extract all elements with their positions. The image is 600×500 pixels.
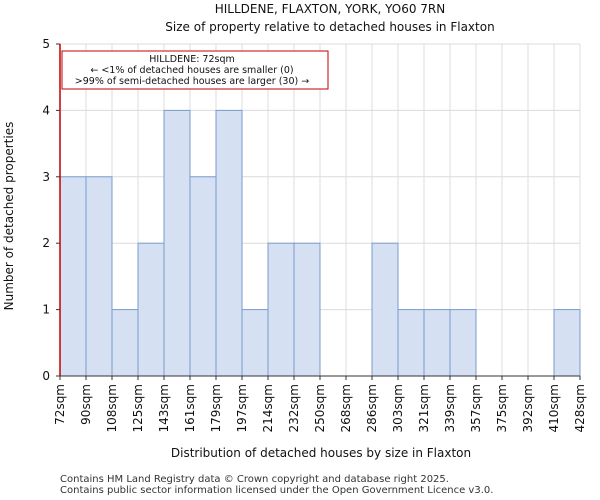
annotation-line-1: HILLDENE: 72sqm bbox=[149, 54, 235, 65]
y-tick-label: 5 bbox=[42, 37, 50, 51]
y-tick-label: 2 bbox=[42, 236, 50, 250]
y-tick-label: 4 bbox=[42, 103, 50, 117]
x-tick-label: 108sqm bbox=[105, 384, 119, 432]
bar-410sqm bbox=[553, 309, 581, 377]
x-tick-label: 286sqm bbox=[365, 384, 379, 432]
footer-line-1: Contains HM Land Registry data © Crown c… bbox=[60, 474, 449, 485]
bar-161sqm bbox=[189, 176, 217, 377]
x-tick-label: 197sqm bbox=[235, 384, 249, 432]
histogram-chart: HILLDENE, FLAXTON, YORK, YO60 7RN Size o… bbox=[2, 2, 587, 460]
annotation-box: HILLDENE: 72sqm← <1% of detached houses … bbox=[61, 50, 329, 90]
x-tick-label: 303sqm bbox=[391, 384, 405, 432]
y-axis-label: Number of detached properties bbox=[2, 122, 16, 311]
footer-line-2: Contains public sector information licen… bbox=[60, 485, 494, 496]
x-tick-label: 143sqm bbox=[157, 384, 171, 432]
bar-108sqm bbox=[111, 309, 139, 377]
annotation-box-border bbox=[61, 50, 329, 90]
x-axis-label: Distribution of detached houses by size … bbox=[171, 446, 471, 460]
bar-90sqm bbox=[85, 176, 113, 377]
bar-197sqm bbox=[241, 309, 269, 377]
bar-125sqm bbox=[137, 242, 165, 377]
x-tick-label: 357sqm bbox=[469, 384, 483, 432]
bar-214sqm bbox=[267, 242, 295, 377]
annotation-line-2: ← <1% of detached houses are smaller (0) bbox=[90, 65, 293, 76]
x-tick-label: 125sqm bbox=[131, 384, 145, 432]
x-tick-label: 428sqm bbox=[573, 384, 587, 432]
bar-72sqm bbox=[59, 176, 87, 377]
x-tick-label: 321sqm bbox=[417, 384, 431, 432]
bar-321sqm bbox=[423, 309, 451, 377]
y-tick-label: 1 bbox=[42, 303, 50, 317]
x-tick-label: 250sqm bbox=[313, 384, 327, 432]
x-tick-label: 90sqm bbox=[79, 384, 93, 425]
annotation-line-3: >99% of semi-detached houses are larger … bbox=[75, 76, 309, 87]
tick-labels: 0 1 2 3 4 5 72sqm 90sqm 108sqm 125sqm 143sqm 161sqm… bbox=[42, 37, 587, 432]
x-tick-label: 72sqm bbox=[53, 384, 67, 425]
x-tick-label: 232sqm bbox=[287, 384, 301, 432]
bar-179sqm bbox=[215, 109, 243, 377]
chart-subtitle: Size of property relative to detached ho… bbox=[165, 20, 494, 34]
bar-339sqm bbox=[449, 309, 477, 377]
bar-232sqm bbox=[293, 242, 321, 377]
x-tick-label: 161sqm bbox=[183, 384, 197, 432]
chart-title: HILLDENE, FLAXTON, YORK, YO60 7RN bbox=[215, 2, 446, 16]
y-tick-label: 3 bbox=[42, 170, 50, 184]
x-tick-label: 339sqm bbox=[443, 384, 457, 432]
x-tick-label: 410sqm bbox=[547, 384, 561, 432]
x-tick-label: 392sqm bbox=[521, 384, 535, 432]
x-tick-label: 179sqm bbox=[209, 384, 223, 432]
x-tick-label: 214sqm bbox=[261, 384, 275, 432]
y-tick-label: 0 bbox=[42, 369, 50, 383]
bar-286sqm bbox=[371, 242, 399, 377]
x-tick-label: 375sqm bbox=[495, 384, 509, 432]
bar-143sqm bbox=[163, 109, 191, 377]
bar-303sqm bbox=[397, 309, 425, 377]
x-tick-label: 268sqm bbox=[339, 384, 353, 432]
